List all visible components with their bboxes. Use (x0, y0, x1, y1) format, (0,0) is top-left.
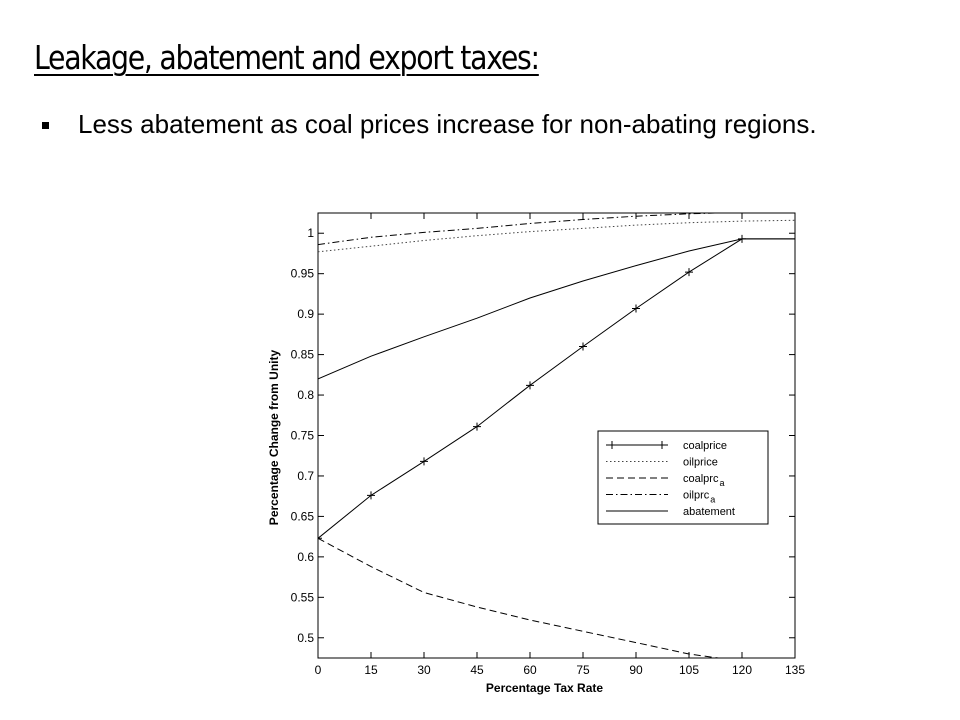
legend-label: coalprca (683, 473, 724, 488)
x-tick-label: 120 (732, 663, 752, 677)
y-tick-label: 0.8 (297, 388, 314, 402)
data-point-coalprice (632, 304, 640, 313)
x-tick-label: 105 (679, 663, 699, 677)
legend-label-name: abatement (683, 506, 735, 518)
y-tick-label: 0.95 (291, 267, 315, 281)
legend-label-name: coalprice (683, 440, 727, 452)
legend-label: oilprca (683, 490, 715, 505)
series-line-oilprc-a (318, 213, 733, 246)
series-line-abatement (318, 238, 795, 380)
data-point-coalprice (318, 534, 322, 543)
series-line-oilprice (318, 219, 795, 253)
y-tick-label: 0.6 (297, 550, 314, 564)
y-tick-label: 0.9 (297, 307, 314, 321)
data-point-coalprice (579, 342, 587, 351)
data-point-coalprice (685, 268, 693, 277)
bullet-square-icon (42, 122, 49, 129)
bullet-text: Less abatement as coal prices increase f… (78, 109, 817, 139)
x-tick-label: 45 (470, 663, 484, 677)
data-point-coalprice (473, 422, 481, 431)
legend-marker-plus (608, 441, 616, 449)
y-tick-label: 0.65 (291, 509, 315, 523)
legend-label-name: oilprice (683, 457, 718, 469)
x-tick-label: 135 (785, 663, 805, 677)
legend-marker-plus (658, 441, 666, 449)
legend-box (597, 430, 769, 525)
data-point-coalprice (367, 491, 375, 500)
y-tick-label: 0.5 (297, 631, 314, 645)
y-tick-label: 0.7 (297, 469, 314, 483)
legend-label-subscript: a (719, 478, 724, 488)
series-line-coalprc-a (318, 537, 723, 658)
plot-area (318, 213, 795, 658)
y-tick-label: 0.85 (291, 348, 315, 362)
legend-label-subscript: a (710, 495, 715, 505)
y-axis-label: Percentage Change from Unity (267, 349, 281, 525)
series-line-coalprice (318, 238, 795, 539)
slide-title: Leakage, abatement and export taxes: (34, 38, 540, 77)
y-tick-label: 0.55 (291, 590, 315, 604)
legend-label-name: oilprc (683, 490, 710, 502)
legend-label: coalprice (683, 440, 727, 452)
x-tick-label: 75 (576, 663, 590, 677)
data-point-coalprice (420, 457, 428, 466)
x-tick-label: 60 (523, 663, 537, 677)
x-tick-label: 30 (417, 663, 431, 677)
legend-label-name: coalprc (683, 473, 719, 485)
legend-label: abatement (683, 506, 735, 518)
y-tick-label: 1 (307, 226, 314, 240)
x-tick-label: 0 (315, 663, 322, 677)
data-point-coalprice (526, 381, 534, 390)
legend-label: oilprice (683, 457, 718, 469)
y-tick-label: 0.75 (291, 429, 315, 443)
x-tick-label: 90 (629, 663, 643, 677)
x-axis-label: Percentage Tax Rate (486, 681, 603, 695)
x-tick-label: 15 (364, 663, 378, 677)
